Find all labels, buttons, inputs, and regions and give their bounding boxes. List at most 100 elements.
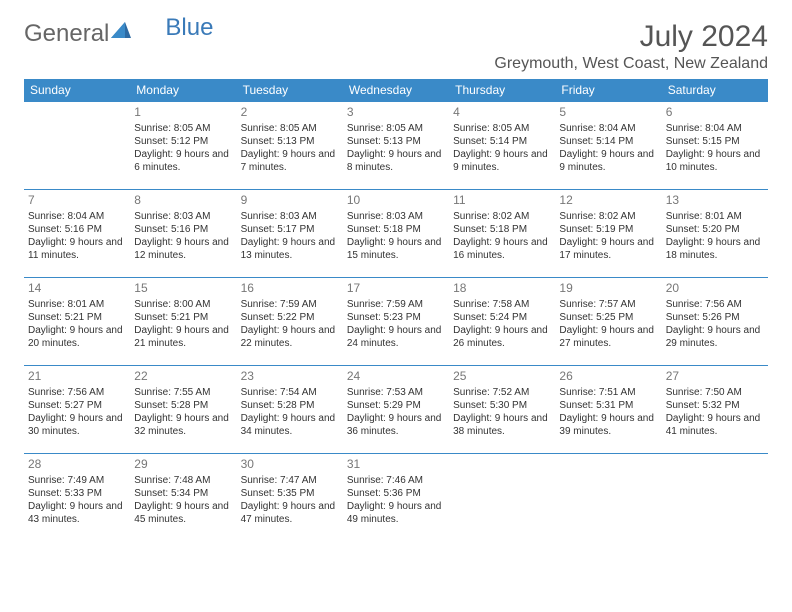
sunset-line: Sunset: 5:17 PM [241, 223, 339, 236]
sunset-line: Sunset: 5:28 PM [241, 399, 339, 412]
sunrise-line: Sunrise: 8:05 AM [347, 122, 445, 135]
day-number: 6 [666, 105, 764, 121]
calendar-day-cell: 8Sunrise: 8:03 AMSunset: 5:16 PMDaylight… [130, 190, 236, 278]
sunset-line: Sunset: 5:23 PM [347, 311, 445, 324]
daylight-line: Daylight: 9 hours and 13 minutes. [241, 236, 339, 262]
daylight-line: Daylight: 9 hours and 36 minutes. [347, 412, 445, 438]
sunset-line: Sunset: 5:14 PM [453, 135, 551, 148]
day-number: 28 [28, 457, 126, 473]
sunrise-line: Sunrise: 7:46 AM [347, 474, 445, 487]
sunrise-line: Sunrise: 8:01 AM [28, 298, 126, 311]
daylight-line: Daylight: 9 hours and 32 minutes. [134, 412, 232, 438]
daylight-line: Daylight: 9 hours and 39 minutes. [559, 412, 657, 438]
daylight-line: Daylight: 9 hours and 45 minutes. [134, 500, 232, 526]
calendar-day-cell [662, 454, 768, 542]
day-number: 3 [347, 105, 445, 121]
calendar-week-row: 21Sunrise: 7:56 AMSunset: 5:27 PM Dayligh… [24, 366, 768, 454]
daylight-line: Daylight: 9 hours and 29 minutes. [666, 324, 764, 350]
sunset-line: Sunset: 5:21 PM [134, 311, 232, 324]
daylight-line: Daylight: 9 hours and 38 minutes. [453, 412, 551, 438]
day-number: 18 [453, 281, 551, 297]
sunrise-line: Sunrise: 8:00 AM [134, 298, 232, 311]
calendar-day-cell: 31Sunrise: 7:46 AMSunset: 5:36 PMDayligh… [343, 454, 449, 542]
day-number: 16 [241, 281, 339, 297]
sunrise-line: Sunrise: 7:59 AM [347, 298, 445, 311]
sunset-line: Sunset: 5:14 PM [559, 135, 657, 148]
calendar-day-cell: 12Sunrise: 8:02 AMSunset: 5:19 PMDayligh… [555, 190, 661, 278]
day-number: 19 [559, 281, 657, 297]
calendar-day-cell: 11Sunrise: 8:02 AMSunset: 5:18 PMDayligh… [449, 190, 555, 278]
daylight-line: Daylight: 9 hours and 16 minutes. [453, 236, 551, 262]
daylight-line: Daylight: 9 hours and 11 minutes. [28, 236, 126, 262]
sunset-line: Sunset: 5:35 PM [241, 487, 339, 500]
logo-triangle-icon [111, 17, 131, 45]
sunrise-line: Sunrise: 7:49 AM [28, 474, 126, 487]
daylight-line: Daylight: 9 hours and 41 minutes. [666, 412, 764, 438]
sunrise-line: Sunrise: 8:05 AM [453, 122, 551, 135]
sunrise-line: Sunrise: 7:52 AM [453, 386, 551, 399]
title-block: July 2024 Greymouth, West Coast, New Zea… [494, 20, 768, 73]
calendar-day-cell: 17Sunrise: 7:59 AMSunset: 5:23 PMDayligh… [343, 278, 449, 366]
sunrise-line: Sunrise: 7:56 AM [28, 386, 126, 399]
sunrise-line: Sunrise: 8:02 AM [453, 210, 551, 223]
day-number: 30 [241, 457, 339, 473]
calendar-day-cell: 28Sunrise: 7:49 AMSunset: 5:33 PMDayligh… [24, 454, 130, 542]
day-number: 27 [666, 369, 764, 385]
sunrise-line: Sunrise: 8:03 AM [347, 210, 445, 223]
sunrise-line: Sunrise: 8:01 AM [666, 210, 764, 223]
day-number: 11 [453, 193, 551, 209]
sunrise-line: Sunrise: 7:50 AM [666, 386, 764, 399]
daylight-line: Daylight: 9 hours and 21 minutes. [134, 324, 232, 350]
calendar-day-cell: 15Sunrise: 8:00 AMSunset: 5:21 PMDayligh… [130, 278, 236, 366]
sunset-line: Sunset: 5:13 PM [241, 135, 339, 148]
calendar-week-row: 14Sunrise: 8:01 AMSunset: 5:21 PMDayligh… [24, 278, 768, 366]
daylight-line: Daylight: 9 hours and 15 minutes. [347, 236, 445, 262]
sunrise-line: Sunrise: 8:03 AM [241, 210, 339, 223]
calendar-day-cell: 6Sunrise: 8:04 AMSunset: 5:15 PMDaylight… [662, 102, 768, 190]
calendar-day-cell [24, 102, 130, 190]
calendar-day-cell: 1Sunrise: 8:05 AMSunset: 5:12 PMDaylight… [130, 102, 236, 190]
daylight-line: Daylight: 9 hours and 20 minutes. [28, 324, 126, 350]
sunset-line: Sunset: 5:15 PM [666, 135, 764, 148]
calendar-day-cell: 24Sunrise: 7:53 AMSunset: 5:29 PMDayligh… [343, 366, 449, 454]
sunset-line: Sunset: 5:34 PM [134, 487, 232, 500]
calendar-day-cell: 2Sunrise: 8:05 AMSunset: 5:13 PMDaylight… [237, 102, 343, 190]
sunrise-line: Sunrise: 7:57 AM [559, 298, 657, 311]
sunset-line: Sunset: 5:16 PM [134, 223, 232, 236]
sunrise-line: Sunrise: 8:03 AM [134, 210, 232, 223]
day-number: 21 [28, 369, 126, 385]
weekday-header: Thursday [449, 79, 555, 102]
sunrise-line: Sunrise: 7:54 AM [241, 386, 339, 399]
day-number: 14 [28, 281, 126, 297]
day-number: 26 [559, 369, 657, 385]
calendar-day-cell: 5Sunrise: 8:04 AMSunset: 5:14 PMDaylight… [555, 102, 661, 190]
day-number: 29 [134, 457, 232, 473]
location-text: Greymouth, West Coast, New Zealand [494, 55, 768, 73]
sunset-line: Sunset: 5:30 PM [453, 399, 551, 412]
calendar-day-cell [555, 454, 661, 542]
weekday-header: Wednesday [343, 79, 449, 102]
page-title: July 2024 [494, 20, 768, 53]
sunset-line: Sunset: 5:24 PM [453, 311, 551, 324]
sunrise-line: Sunrise: 8:02 AM [559, 210, 657, 223]
sunset-line: Sunset: 5:22 PM [241, 311, 339, 324]
day-number: 13 [666, 193, 764, 209]
day-number: 7 [28, 193, 126, 209]
sunrise-line: Sunrise: 7:59 AM [241, 298, 339, 311]
day-number: 5 [559, 105, 657, 121]
sunrise-line: Sunrise: 8:04 AM [666, 122, 764, 135]
sunset-line: Sunset: 5:27 PM [28, 399, 126, 412]
sunset-line: Sunset: 5:20 PM [666, 223, 764, 236]
daylight-line: Daylight: 9 hours and 9 minutes. [559, 148, 657, 174]
calendar-day-cell: 21Sunrise: 7:56 AMSunset: 5:27 PMDayligh… [24, 366, 130, 454]
sunset-line: Sunset: 5:28 PM [134, 399, 232, 412]
weekday-header: Monday [130, 79, 236, 102]
day-number: 1 [134, 105, 232, 121]
daylight-line: Daylight: 9 hours and 6 minutes. [134, 148, 232, 174]
sunset-line: Sunset: 5:13 PM [347, 135, 445, 148]
sunrise-line: Sunrise: 7:55 AM [134, 386, 232, 399]
day-number: 4 [453, 105, 551, 121]
calendar-day-cell: 22Sunrise: 7:55 AMSunset: 5:28 PMDayligh… [130, 366, 236, 454]
logo-text-general: General [24, 20, 109, 48]
sunrise-line: Sunrise: 8:05 AM [134, 122, 232, 135]
